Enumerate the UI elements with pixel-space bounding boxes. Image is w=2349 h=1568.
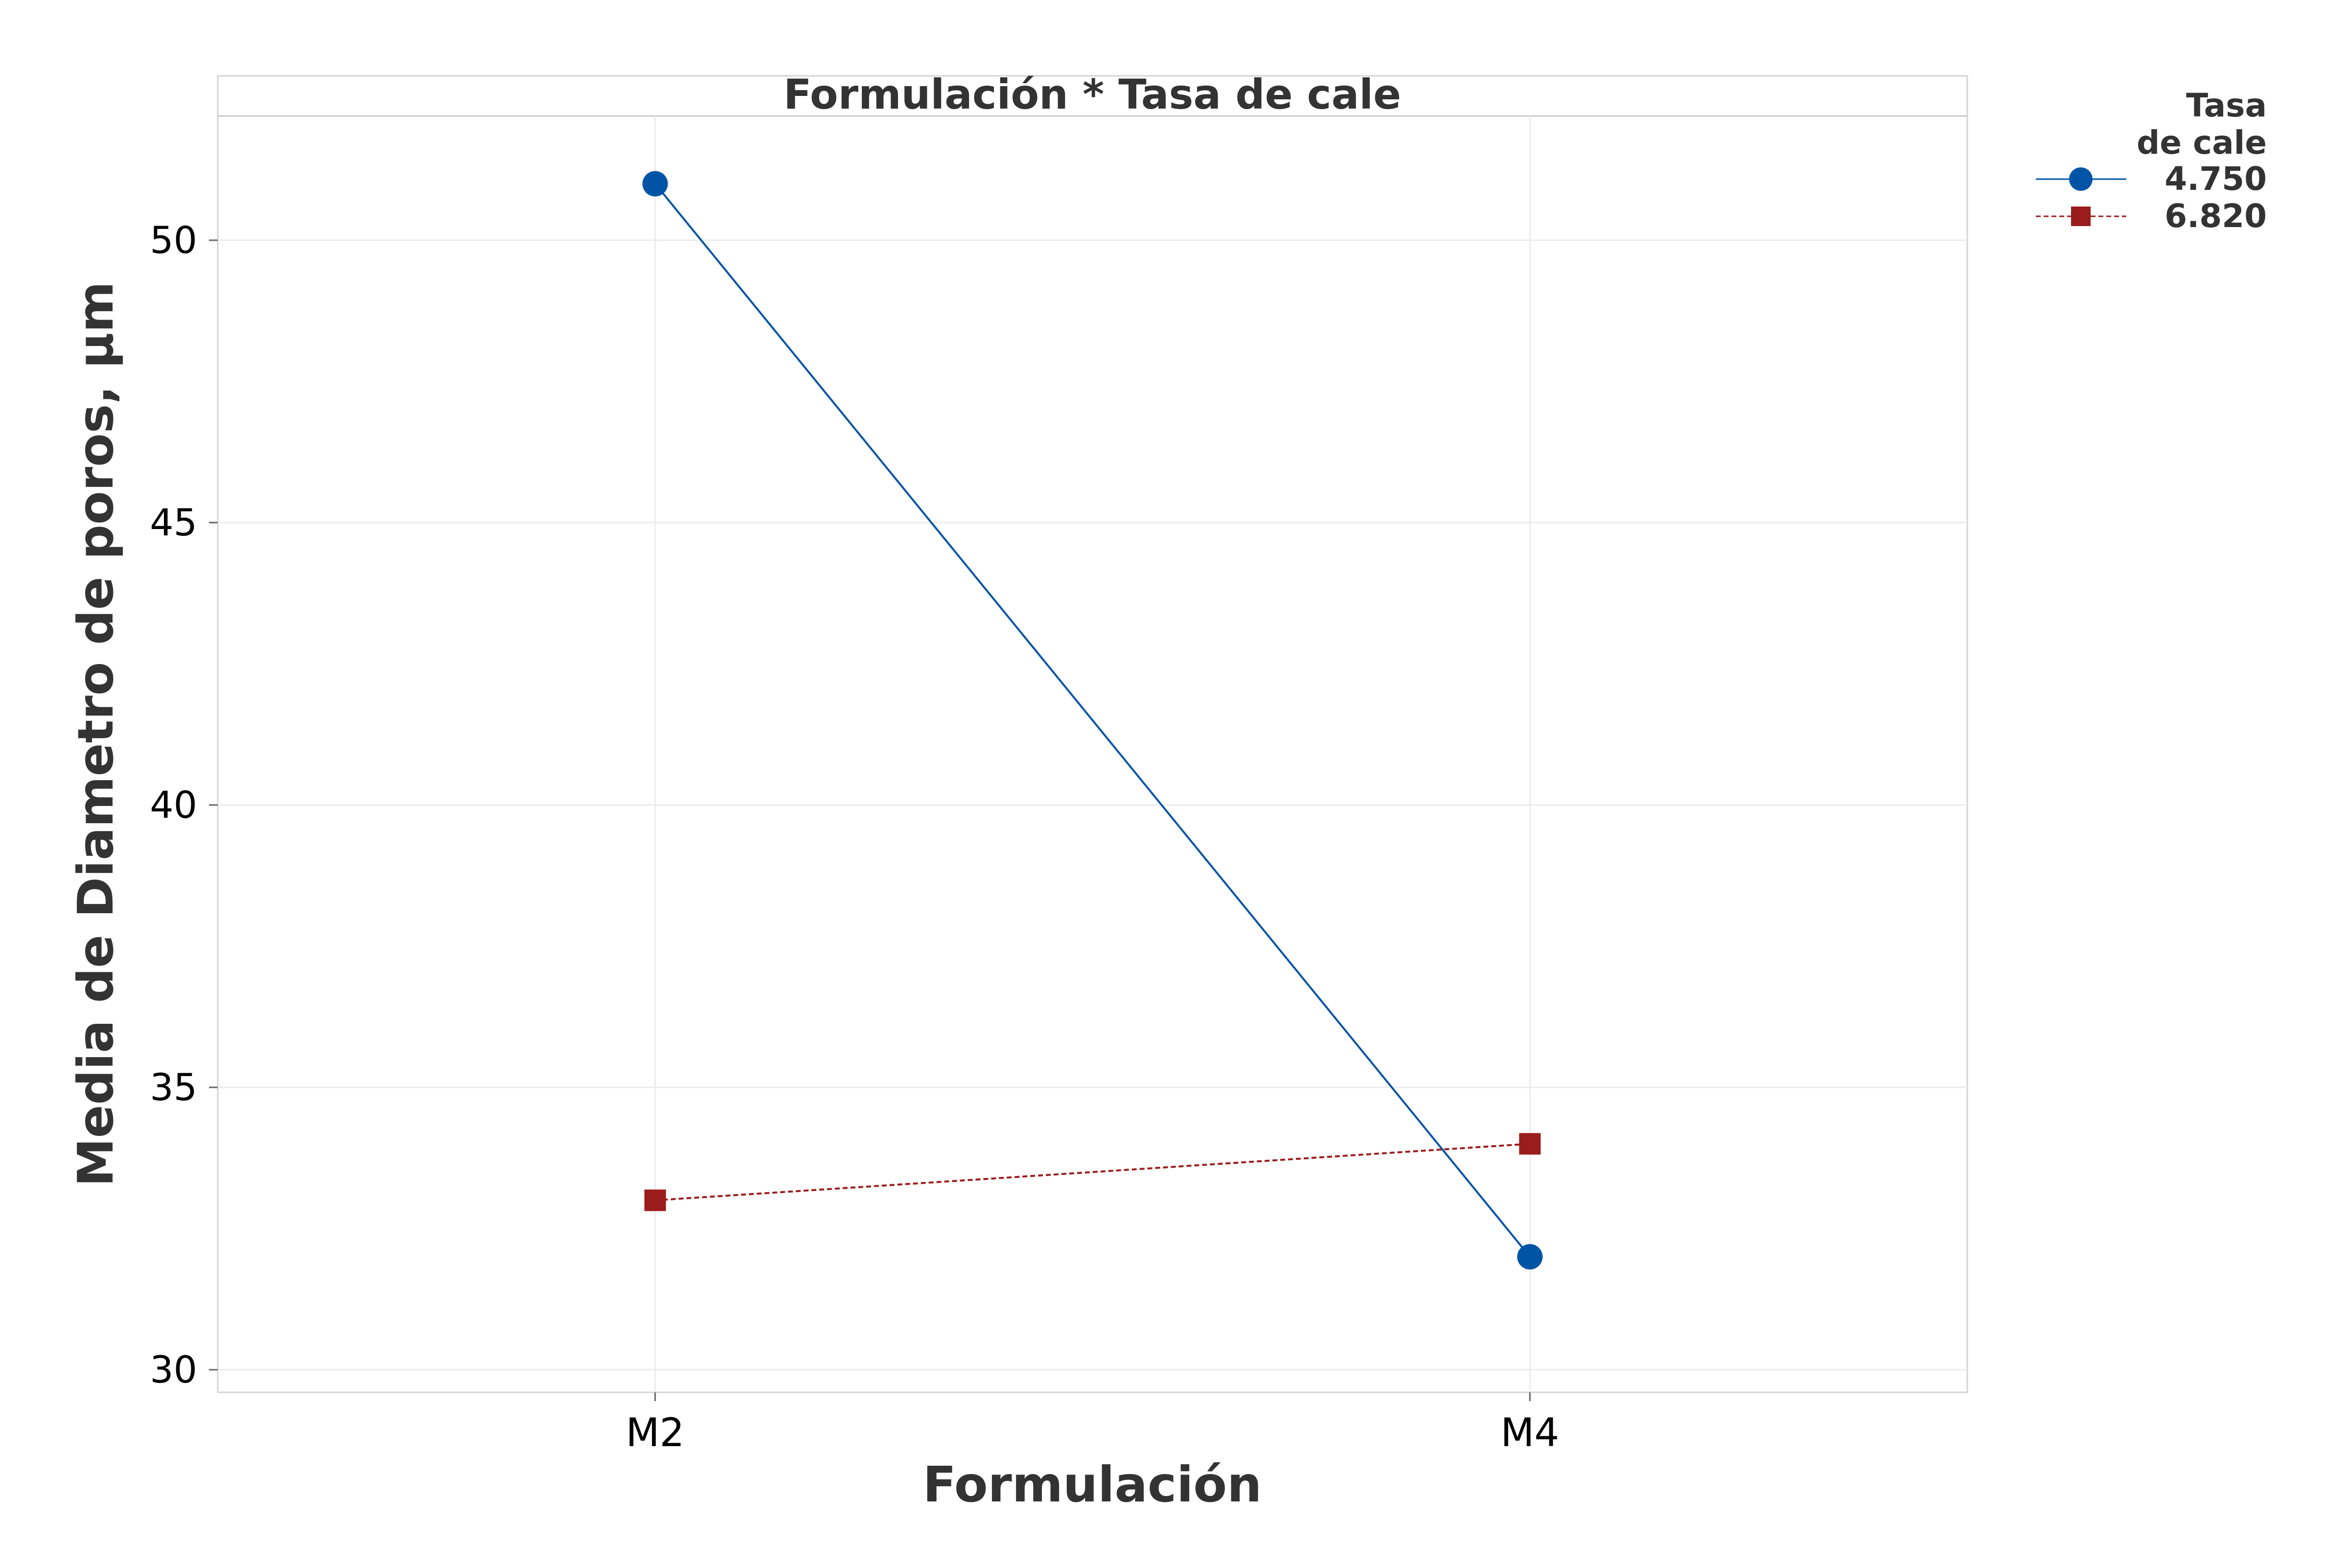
data-point-s1-1 <box>1519 1133 1541 1155</box>
series-line-1 <box>655 1143 1530 1201</box>
y-tick-label-4: 50 <box>150 218 197 262</box>
x-tick-label-1: M4 <box>1500 1410 1559 1455</box>
y-tick-label-2: 40 <box>150 783 197 827</box>
legend-title-line-2: de cale <box>2137 124 2267 161</box>
legend-marker-1 <box>2071 207 2091 226</box>
plot-area <box>217 75 1968 1393</box>
legend-label-1: 6.820 <box>2165 197 2267 235</box>
x-axis-label: Formulación <box>923 1456 1262 1513</box>
data-point-s1-0 <box>644 1189 666 1211</box>
data-point-s0-1 <box>1517 1244 1543 1270</box>
y-tick-label-3: 45 <box>150 501 197 544</box>
series-line-0 <box>654 183 1531 1258</box>
x-tick-label-0: M2 <box>626 1410 685 1455</box>
legend-title-line-1: Tasa <box>2186 87 2267 124</box>
data-point-s0-0 <box>642 171 668 197</box>
legend-marker-0 <box>2069 167 2093 191</box>
legend-label-0: 4.750 <box>2165 160 2267 198</box>
axis-layer: 30 35 40 45 50 M2 M4 <box>150 218 1559 1455</box>
y-axis-label: Media de Diametro de poros, µm <box>67 281 124 1187</box>
y-tick-label-0: 30 <box>150 1348 197 1391</box>
grid-layer <box>218 116 1967 1392</box>
chart-title: Formulación * Tasa de cale <box>783 70 1401 118</box>
series-layer <box>642 171 1543 1270</box>
y-tick-label-1: 35 <box>150 1065 197 1109</box>
